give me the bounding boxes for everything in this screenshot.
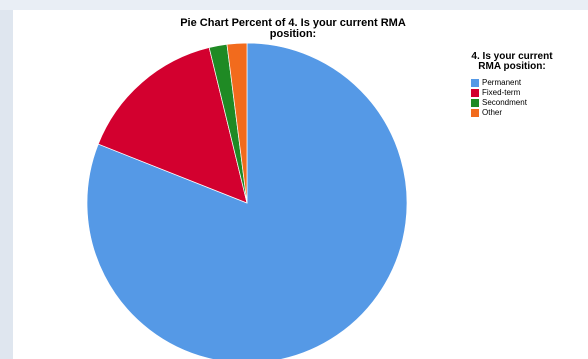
legend-swatch-secondment xyxy=(471,99,479,107)
pie-chart xyxy=(86,42,408,359)
pie-slice-other xyxy=(226,42,248,204)
legend-title: 4. Is your current RMA position: xyxy=(471,51,553,72)
legend-swatch-other xyxy=(471,109,479,117)
legend-swatch-fixed-term xyxy=(471,89,479,97)
legend-item-other: Other xyxy=(471,108,553,118)
legend-label-fixed-term: Fixed-term xyxy=(482,88,521,97)
chart-title: Pie Chart Percent of 4. Is your current … xyxy=(180,17,406,40)
legend-item-fixed-term: Fixed-term xyxy=(471,88,553,98)
legend-label-other: Other xyxy=(482,108,503,117)
legend-item-secondment: Secondment xyxy=(471,98,553,108)
pie-chart-panel: Pie Chart Percent of 4. Is your current … xyxy=(13,10,588,359)
legend-label-secondment: Secondment xyxy=(482,98,527,107)
legend-label-permanent: Permanent xyxy=(482,78,522,87)
legend-item-permanent: Permanent xyxy=(471,78,553,88)
chart-legend: 4. Is your current RMA position: Permane… xyxy=(471,52,553,118)
pie-slice-fixed-term xyxy=(97,47,248,204)
left-gutter xyxy=(0,10,13,359)
legend-swatch-permanent xyxy=(471,79,479,87)
